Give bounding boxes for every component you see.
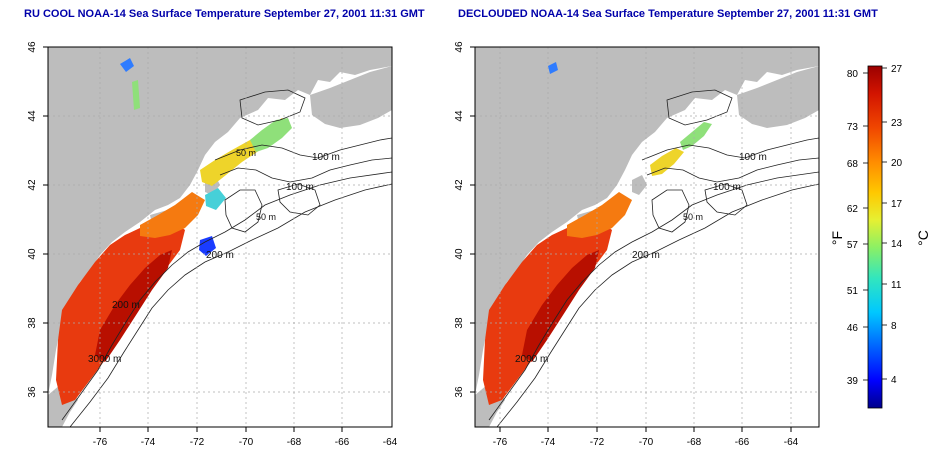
- fahrenheit-tick-label: 80: [847, 69, 859, 80]
- left-land: [48, 47, 392, 395]
- right-panel-title: DECLOUDED NOAA-14 Sea Surface Temperatur…: [458, 8, 878, 20]
- left-lon-tick-label: -66: [335, 437, 350, 448]
- right-grid: [475, 47, 819, 427]
- left-sst-orange: [140, 192, 205, 238]
- left-contour-label-100m-b: 100 m: [286, 182, 314, 193]
- left-sst-hot: [95, 250, 172, 362]
- right-lat-tick-label: 40: [454, 248, 465, 260]
- right-sst-hot: [522, 250, 599, 362]
- left-map: 100 m 100 m 50 m 50 m 200 m 200 m 3000 m…: [27, 41, 398, 448]
- colorbar-gradient: [867, 65, 883, 409]
- right-nova-scotia: [737, 66, 819, 128]
- right-lat-tick-label: 46: [454, 41, 465, 53]
- fahrenheit-tick-label: 51: [847, 286, 859, 297]
- fahrenheit-unit-label: °F: [829, 231, 845, 245]
- left-sst-blue-small: [120, 58, 134, 72]
- right-lon-tick-label: -66: [735, 437, 750, 448]
- celsius-tick-label: 20: [891, 158, 903, 169]
- left-contour-label-200m-b: 200 m: [112, 300, 140, 311]
- left-contour-label-100m-a: 100 m: [312, 152, 340, 163]
- fahrenheit-tick-label: 68: [847, 159, 859, 170]
- right-lon-tick-label: -72: [590, 437, 605, 448]
- left-lon-tick-label: -70: [239, 437, 254, 448]
- right-land: [475, 47, 819, 395]
- right-lon-tick-label: -76: [493, 437, 508, 448]
- left-grid: [48, 47, 392, 427]
- left-lat-tick-label: 38: [27, 317, 38, 329]
- left-lon-tick-label: -76: [93, 437, 108, 448]
- right-sst-green: [680, 122, 712, 150]
- left-lon-tick-label: -72: [190, 437, 205, 448]
- right-sst-blue-small: [548, 62, 558, 74]
- right-cape-cod: [632, 175, 647, 195]
- left-lat-tick-label: 40: [27, 248, 38, 260]
- left-contours: [61, 89, 392, 427]
- right-lat-tick-label: 44: [454, 110, 465, 122]
- left-lat-tick-label: 36: [27, 386, 38, 398]
- right-lat-tick-label: 36: [454, 386, 465, 398]
- left-sst-cyan: [205, 188, 226, 210]
- right-sst-orange: [567, 192, 632, 238]
- left-lon-tick-label: -68: [287, 437, 302, 448]
- right-map-frame: [474, 46, 820, 428]
- right-lon-tick-label: -74: [541, 437, 556, 448]
- fahrenheit-tick-label: 62: [847, 204, 859, 215]
- left-contour-label-50m-b: 50 m: [256, 212, 276, 222]
- left-contour-label-200m-a: 200 m: [206, 250, 234, 261]
- celsius-tick-label: 27: [891, 64, 903, 75]
- left-contour-label-50m-a: 50 m: [236, 148, 256, 158]
- celsius-tick-label: 17: [891, 199, 903, 210]
- left-contour-label-3000m: 3000 m: [88, 354, 121, 365]
- celsius-tick-label: 14: [891, 239, 903, 250]
- right-contours: [488, 89, 819, 427]
- right-lon-tick-label: -68: [687, 437, 702, 448]
- celsius-tick-label: 23: [891, 118, 903, 129]
- right-lat-tick-label: 38: [454, 317, 465, 329]
- right-sst-yellow: [650, 148, 684, 176]
- right-contour-label-2000m: 2000 m: [515, 354, 548, 365]
- celsius-tick-label: 4: [891, 375, 897, 386]
- fahrenheit-tick-label: 46: [847, 323, 859, 334]
- fahrenheit-tick-label: 57: [847, 240, 859, 251]
- left-lat-tick-label: 44: [27, 110, 38, 122]
- right-contour-label-100m-b: 100 m: [713, 182, 741, 193]
- right-contour-label-50m: 50 m: [683, 212, 703, 222]
- left-lat-tick-label: 42: [27, 179, 38, 191]
- left-lon-tick-label: -64: [383, 437, 398, 448]
- right-map: 100 m 100 m 50 m 200 m 2000 m -76 -74 -7…: [454, 41, 820, 448]
- right-lon-tick-label: -70: [639, 437, 654, 448]
- right-tick-marks: [470, 46, 792, 432]
- right-contour-label-200m: 200 m: [632, 250, 660, 261]
- left-lat-tick-label: 46: [27, 41, 38, 53]
- left-sst-blue: [199, 236, 216, 256]
- left-lon-tick-label: -74: [141, 437, 156, 448]
- left-panel-title: RU COOL NOAA-14 Sea Surface Temperature …: [24, 8, 425, 20]
- celsius-tick-label: 11: [891, 280, 902, 291]
- celsius-unit-label: °C: [915, 230, 931, 246]
- celsius-tick-label: 8: [891, 321, 897, 332]
- left-nova-scotia: [310, 66, 392, 128]
- left-tick-marks: [43, 46, 343, 432]
- fahrenheit-tick-label: 73: [847, 122, 859, 133]
- left-map-frame: [47, 46, 393, 428]
- temperature-colorbar: 80 73 68 62 57 51 46 39 27 23 20 17 14 1…: [829, 64, 931, 409]
- left-sst-green-strip: [132, 80, 140, 110]
- right-lat-tick-label: 42: [454, 179, 465, 191]
- right-contour-label-100m-a: 100 m: [739, 152, 767, 163]
- colorbar-ticks: [863, 67, 887, 381]
- right-lon-tick-label: -64: [784, 437, 799, 448]
- left-sst-green: [250, 118, 292, 152]
- fahrenheit-tick-label: 39: [847, 376, 859, 387]
